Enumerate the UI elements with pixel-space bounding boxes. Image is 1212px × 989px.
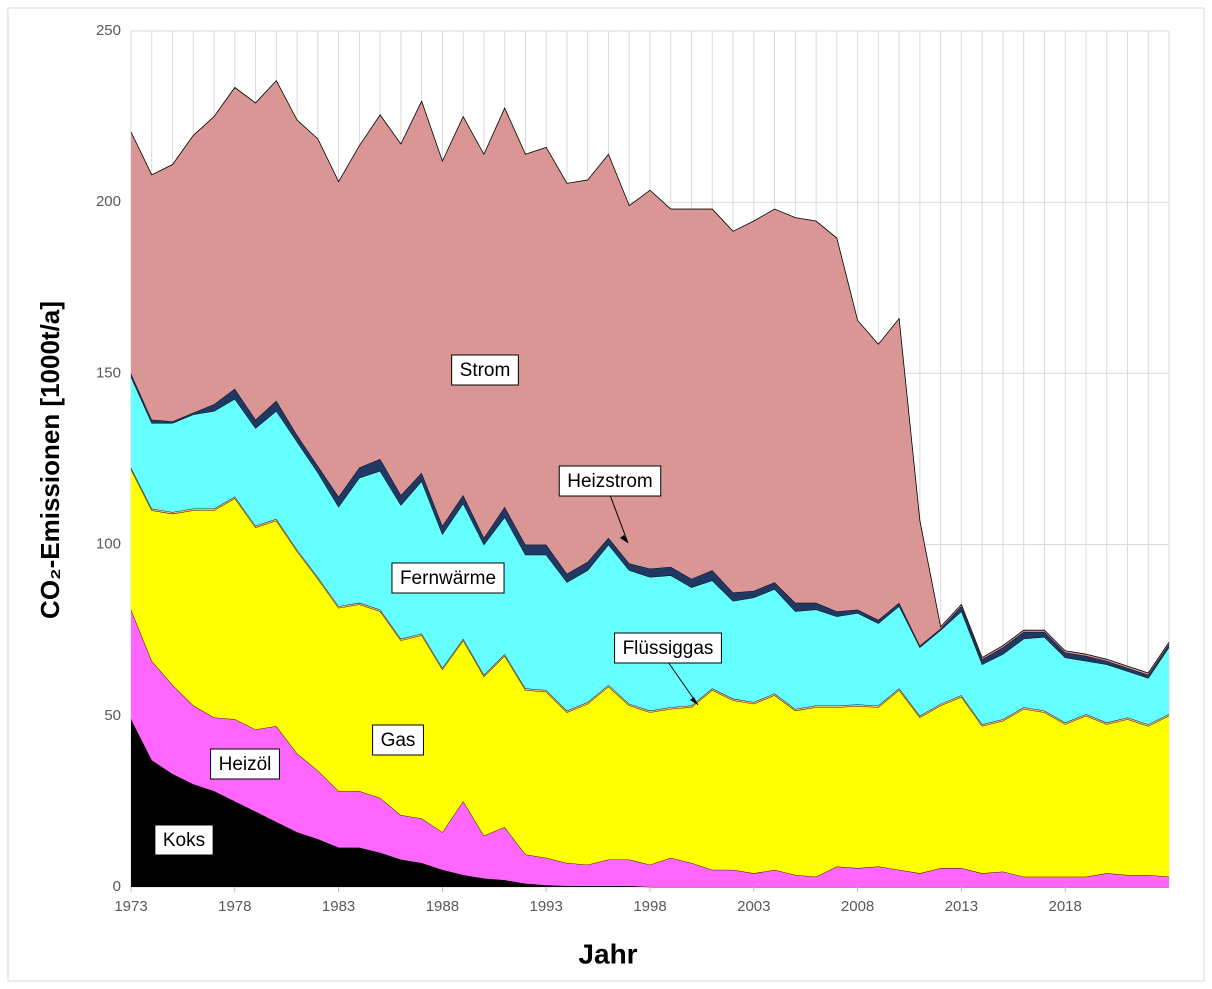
annotation: Gas — [381, 730, 416, 751]
y-tick-label: 150 — [96, 364, 121, 381]
annotation: Fernwärme — [400, 568, 496, 589]
area — [131, 469, 1169, 877]
annotation-arrow — [609, 494, 629, 544]
y-tick-label: 200 — [96, 193, 121, 210]
annotation: Heizstrom — [567, 471, 653, 492]
annotation-box — [210, 748, 280, 780]
annotation: Strom — [460, 360, 511, 381]
arrow-head — [690, 697, 698, 705]
y-tick-label: 0 — [113, 878, 121, 895]
area — [131, 376, 1169, 725]
x-tick-label: 1978 — [218, 898, 251, 915]
area-outline — [130, 79, 1170, 674]
x-axis-title: Jahr — [578, 938, 637, 969]
x-tick-label: 1988 — [426, 898, 459, 915]
x-tick-label: 1973 — [114, 898, 147, 915]
x-tick-label: 2018 — [1049, 898, 1082, 915]
annotation-box — [614, 632, 722, 664]
y-tick-label: 100 — [96, 536, 121, 553]
annotation-box — [451, 354, 519, 386]
arrow-head — [620, 535, 628, 543]
x-tick-label: 2003 — [737, 898, 770, 915]
annotation-box — [558, 465, 662, 497]
y-tick-label: 250 — [96, 22, 121, 39]
annotation-box — [372, 724, 424, 756]
x-tick-label: 2013 — [945, 898, 978, 915]
y-axis-title: CO₂-Emissionen [1000t/a] — [35, 301, 65, 619]
x-tick-label: 1983 — [322, 898, 355, 915]
annotation-box — [391, 562, 505, 594]
annotation: Flüssiggas — [623, 638, 714, 659]
area — [131, 719, 1169, 887]
area — [131, 609, 1169, 887]
x-tick-label: 1998 — [633, 898, 666, 915]
area — [131, 80, 1169, 675]
y-tick-label: 50 — [104, 707, 121, 724]
annotation: Heizöl — [219, 754, 272, 775]
x-tick-label: 2008 — [841, 898, 874, 915]
x-tick-label: 1993 — [530, 898, 563, 915]
annotation: Koks — [163, 830, 205, 851]
annotation-box — [154, 824, 214, 856]
